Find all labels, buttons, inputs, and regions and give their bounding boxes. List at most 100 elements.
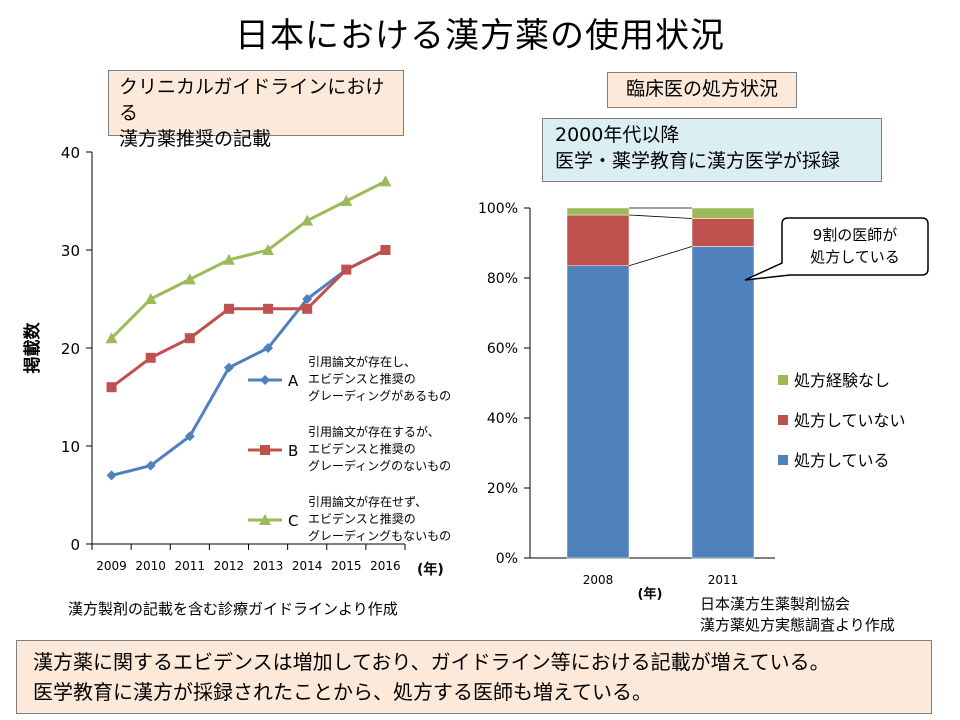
callout-shape bbox=[744, 217, 929, 281]
guideline-label-line2: 漢方薬推奨の記載 bbox=[119, 128, 272, 150]
bar-segment-2011 bbox=[691, 207, 755, 219]
summary-line1: 漢方薬に関するエビデンスは増加しており、ガイドライン等における記載が増えている。 bbox=[33, 650, 830, 674]
bar-segment-2011 bbox=[691, 246, 755, 559]
legend-swatch bbox=[778, 375, 788, 385]
connector-line bbox=[628, 246, 693, 267]
page-title: 日本における漢方薬の使用状況 bbox=[235, 16, 725, 56]
data-point-A bbox=[106, 470, 117, 481]
x-tick-label: 2008 bbox=[583, 573, 614, 587]
guideline-label-box: クリニカルガイドラインにおける 漢方薬推奨の記載 bbox=[108, 70, 404, 150]
legend-desc-B: グレーディングのないもの bbox=[308, 458, 451, 473]
legend-desc-B: 引用論文が存在するが、 bbox=[308, 424, 440, 439]
series-line-B bbox=[110, 248, 387, 389]
legend-desc-A: グレーディングがあるもの bbox=[308, 388, 451, 403]
y-tick-label: 20 bbox=[61, 340, 80, 358]
x-axis-label: (年) bbox=[417, 561, 444, 578]
legend-desc-B: エビデンスと推奨の bbox=[308, 441, 416, 456]
x-tick-label: 2015 bbox=[331, 559, 362, 573]
y-axis-label: 掲載数 bbox=[22, 322, 43, 374]
survey-source-line1: 日本漢方生薬製剤協会 bbox=[700, 595, 851, 613]
prescription-bar-chart: 0%20%40%60%80%100%2008 2011(年) 処方経験なし処方して… bbox=[478, 201, 930, 600]
x-tick-label: 2009 bbox=[96, 559, 127, 573]
y-tick-label: 10 bbox=[61, 438, 80, 456]
callout-line2: 処方している bbox=[810, 248, 900, 266]
y-tick-label: 80% bbox=[487, 271, 518, 287]
x-tick-label: 2016 bbox=[370, 559, 401, 573]
data-point-A bbox=[263, 343, 274, 353]
legend-desc-C: 引用論文が存在せず、 bbox=[308, 494, 427, 509]
y-tick-label: 30 bbox=[61, 242, 80, 260]
bar-segment-2011 bbox=[691, 218, 755, 247]
legend-swatch bbox=[778, 455, 788, 465]
data-point-B bbox=[145, 352, 156, 363]
legend-marker-B bbox=[260, 445, 270, 455]
legend-marker-A bbox=[260, 375, 270, 385]
y-tick-label: 0% bbox=[496, 551, 518, 567]
guideline-source-note: 漢方製剤の記載を含む診療ガイドラインより作成 bbox=[68, 600, 398, 618]
x-tick-label: 2010 bbox=[135, 559, 166, 573]
line-chart-series bbox=[105, 175, 392, 481]
data-point-C bbox=[105, 332, 118, 344]
data-point-B bbox=[263, 303, 274, 314]
data-point-A bbox=[223, 362, 234, 373]
x-tick-label: 2011 bbox=[175, 559, 206, 573]
bar-segment-2008 bbox=[566, 214, 630, 266]
legend-desc-A: 引用論文が存在し、 bbox=[308, 354, 416, 369]
survey-source-note: 日本漢方生薬製剤協会 漢方薬処方実態調査より作成 bbox=[700, 594, 895, 636]
legend-label: 処方経験なし bbox=[794, 371, 890, 390]
bar-segment-2008 bbox=[566, 265, 630, 559]
data-point-C bbox=[340, 195, 353, 206]
connector-line bbox=[628, 214, 693, 219]
legend-label-A: A bbox=[288, 372, 299, 390]
data-point-B bbox=[341, 264, 352, 275]
y-tick-label: 40% bbox=[487, 411, 518, 427]
data-point-B bbox=[223, 303, 234, 314]
y-tick-label: 20% bbox=[487, 481, 518, 497]
era-note-box: 2000年代以降 医学・薬学教育に漢方医学が採録 bbox=[542, 118, 882, 182]
legend-desc-A: エビデンスと推奨の bbox=[308, 371, 416, 386]
legend-label: 処方している bbox=[794, 451, 890, 470]
data-point-C bbox=[144, 293, 157, 304]
guideline-line-chart: 0 10 20 30 40 2009 2010 2011 2012 2013 2014 2015 201… bbox=[22, 144, 451, 578]
legend-desc-C: グレーディングもないもの bbox=[308, 528, 451, 543]
data-point-B bbox=[106, 382, 117, 393]
legend-swatch bbox=[778, 415, 788, 425]
data-point-C bbox=[301, 214, 314, 226]
x-axis-label: (年) bbox=[638, 586, 663, 600]
y-tick-label: 40 bbox=[61, 144, 80, 162]
line-chart-axes: 0 10 20 30 40 2009 2010 2011 2012 2013 2014 2015 201… bbox=[22, 144, 444, 578]
data-point-C bbox=[262, 244, 275, 255]
legend-label-B: B bbox=[288, 442, 298, 460]
era-note-line2: 医学・薬学教育に漢方医学が採録 bbox=[555, 150, 841, 172]
callout-line1: 9割の医師が bbox=[813, 226, 898, 244]
data-point-B bbox=[184, 333, 195, 344]
bar-chart-axes: 0% 20% 40% 60% 80% 100% 2008 2011 (年) bbox=[478, 201, 775, 600]
prescription-label: 臨床医の処方状況 bbox=[625, 78, 778, 100]
y-tick-label: 0 bbox=[70, 536, 80, 554]
legend-label-C: C bbox=[288, 512, 298, 530]
y-tick-label: 60% bbox=[487, 341, 518, 357]
survey-source-line2: 漢方薬処方実態調査より作成 bbox=[700, 616, 895, 634]
data-point-B bbox=[302, 303, 313, 314]
legend-label: 処方していない bbox=[794, 411, 906, 430]
series-line-C bbox=[110, 180, 387, 340]
guideline-label-line1: クリニカルガイドラインにおける bbox=[119, 76, 385, 124]
legend-desc-C: エビデンスと推奨の bbox=[308, 511, 416, 526]
era-note-line1: 2000年代以降 bbox=[555, 124, 680, 146]
x-tick-label: 2014 bbox=[292, 559, 323, 573]
x-tick-label: 2013 bbox=[253, 559, 284, 573]
data-point-C bbox=[222, 253, 235, 265]
legend-marker-C bbox=[259, 514, 271, 525]
data-point-C bbox=[379, 175, 392, 187]
data-point-A bbox=[302, 294, 313, 304]
bar-chart-bars bbox=[566, 207, 755, 559]
summary-line2: 医学教育に漢方が採録されたことから、処方する医師も増えている。 bbox=[33, 680, 652, 704]
prescription-label-box: 臨床医の処方状況 bbox=[607, 72, 797, 108]
summary-box: 漢方薬に関するエビデンスは増加しており、ガイドライン等における記載が増えている。… bbox=[16, 640, 932, 714]
x-tick-label: 2011 bbox=[708, 573, 739, 587]
y-tick-label: 100% bbox=[478, 201, 518, 217]
line-chart-legend: A引用論文が存在し、エビデンスと推奨のグレーディングがあるものB引用論文が存在す… bbox=[248, 354, 451, 543]
data-point-B bbox=[380, 245, 391, 255]
